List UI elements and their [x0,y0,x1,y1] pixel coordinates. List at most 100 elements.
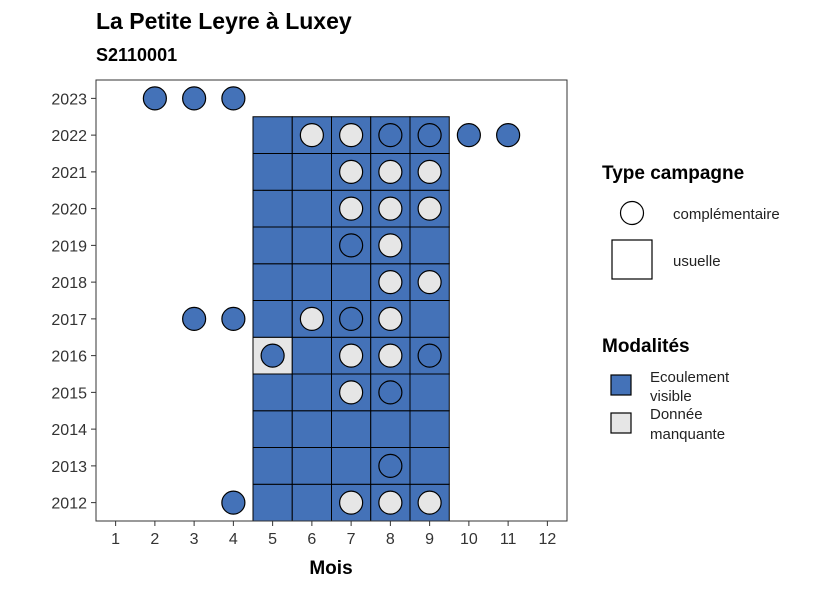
point-6-2022 [299,123,324,148]
legend-usuelle-key [611,239,653,280]
point-7-2020 [339,196,364,221]
point-9-2021 [417,159,442,184]
y-tick-label: 2016 [51,349,87,366]
legend-manquante-line2: manquante [650,426,725,443]
y-tick-label: 2014 [51,422,87,439]
tile-7-2014 [331,410,372,448]
y-tick-label: 2023 [51,91,87,108]
point-8-2013 [378,453,403,478]
legend-usuelle-label: usuelle [673,253,721,270]
y-tick-label: 2015 [51,385,87,402]
tile-7-2018 [331,263,372,301]
tile-5-2018 [252,263,293,301]
x-tick-label: 7 [347,531,356,548]
tile-5-2017 [252,300,293,338]
tile-7-2013 [331,447,372,485]
point-7-2021 [339,159,364,184]
point-10-2022 [456,123,481,148]
point-8-2012 [378,490,403,515]
y-tick-label: 2020 [51,202,87,219]
x-axis-title: Mois [309,558,352,579]
points-layer [142,86,521,515]
tile-5-2022 [252,116,293,154]
point-8-2015 [378,380,403,405]
tile-6-2019 [291,226,332,265]
point-4-2023 [221,86,246,111]
x-tick-label: 5 [268,531,277,548]
point-7-2022 [339,123,364,148]
point-7-2016 [339,343,364,368]
x-tick-label: 3 [190,531,199,548]
tile-8-2014 [370,410,411,448]
x-tick-label: 2 [150,531,159,548]
legend-ecoulement-line1: Ecoulement [650,369,730,386]
legend-complementaire-label: complémentaire [673,206,780,223]
point-6-2017 [299,306,324,331]
tile-6-2021 [291,153,332,191]
point-9-2018 [417,270,442,295]
y-tick-label: 2021 [51,165,87,182]
point-3-2017 [182,306,207,331]
legend-type-title: Type campagne [602,163,744,184]
tile-6-2013 [291,447,332,485]
legend-mod-title: Modalités [602,336,690,357]
point-9-2012 [417,490,442,515]
x-tick-label: 4 [229,531,238,548]
point-7-2017 [339,306,364,331]
x-axis: 1 2 3 4 5 6 7 8 9 10 11 12 [111,521,556,548]
tile-9-2013 [409,447,450,485]
legend-complementaire-key [619,200,645,226]
point-5-2016 [260,343,285,368]
legend-manquante-key [610,412,632,434]
point-9-2020 [417,196,442,221]
point-8-2022 [378,123,403,148]
point-9-2022 [417,123,442,148]
tile-5-2014 [252,410,293,448]
tile-6-2018 [291,263,332,301]
y-tick-label: 2022 [51,128,87,145]
point-7-2019 [339,233,364,258]
x-tick-label: 12 [538,531,556,548]
x-tick-label: 1 [111,531,120,548]
y-axis: 2012 2013 2014 2015 2016 2017 2018 2019 2020 2021… [51,91,96,513]
tile-5-2013 [252,447,293,485]
tile-9-2014 [409,410,450,448]
x-tick-label: 10 [460,531,478,548]
tile-5-2020 [252,189,293,228]
point-7-2015 [339,380,364,405]
tile-9-2019 [409,226,450,265]
legend: Type campagne complémentaire usuelle Mod… [602,163,780,443]
tile-5-2012 [252,483,293,522]
x-tick-label: 8 [386,531,395,548]
point-11-2022 [496,123,521,148]
tile-6-2014 [291,410,332,448]
y-tick-label: 2017 [51,312,87,329]
x-tick-label: 9 [425,531,434,548]
x-tick-label: 6 [307,531,316,548]
legend-ecoulement-key [610,374,632,396]
tile-9-2017 [409,300,450,338]
panel-border [95,79,568,522]
point-8-2017 [378,306,403,331]
tile-6-2020 [291,189,332,228]
legend-ecoulement-line2: visible [650,388,692,405]
tile-5-2021 [252,153,293,191]
tile-5-2015 [252,373,293,412]
point-8-2018 [378,270,403,295]
tile-6-2012 [291,483,332,522]
y-tick-label: 2019 [51,238,87,255]
point-8-2019 [378,233,403,258]
point-3-2023 [182,86,207,111]
point-7-2012 [339,490,364,515]
point-9-2016 [417,343,442,368]
y-tick-label: 2013 [51,459,87,476]
tile-6-2015 [291,373,332,412]
chart-title: La Petite Leyre à Luxey [96,8,352,34]
point-8-2020 [378,196,403,221]
legend-manquante-line1: Donnée [650,406,703,423]
tile-9-2015 [409,373,450,412]
y-tick-label: 2012 [51,496,87,513]
point-4-2012 [221,490,246,515]
point-2-2023 [142,86,167,111]
